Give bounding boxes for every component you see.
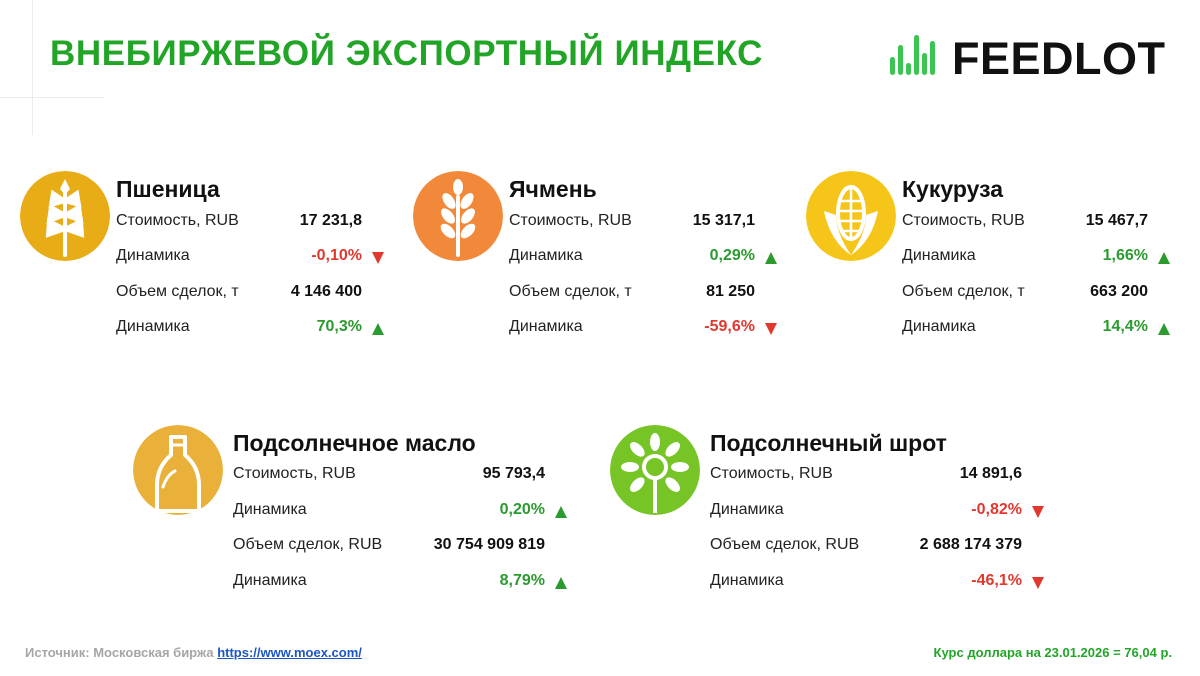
price-change-row: Динамика 0,29% <box>509 247 779 269</box>
product-card-barley: Ячмень Стоимость, RUB 15 317,1 Динамика … <box>413 171 783 341</box>
volume-row: Объем сделок, RUB 30 754 909 819 <box>233 536 569 558</box>
row-label: Динамика <box>509 318 583 335</box>
arrow-up-icon <box>555 577 567 589</box>
price-value: 15 317,1 <box>692 212 755 229</box>
row-label: Динамика <box>233 501 307 518</box>
volume-value: 663 200 <box>1090 283 1148 300</box>
volume-value: 4 146 400 <box>290 283 362 300</box>
volume-change-row: Динамика 14,4% <box>902 318 1172 340</box>
row-label: Динамика <box>116 318 190 335</box>
oil-bottle-icon <box>133 425 223 515</box>
row-label: Стоимость, RUB <box>710 465 833 482</box>
source-link[interactable]: https://www.moex.com/ <box>217 645 362 660</box>
price-row: Стоимость, RUB 95 793,4 <box>233 465 569 487</box>
volume-change-value: -59,6% <box>704 318 755 335</box>
row-label: Объем сделок, т <box>509 283 632 300</box>
product-name: Подсолнечный шрот <box>710 430 947 456</box>
price-change-value: 1,66% <box>1102 247 1148 264</box>
decor-line-vertical <box>32 0 33 135</box>
product-name: Кукуруза <box>902 176 1003 202</box>
product-name: Подсолнечное масло <box>233 430 476 456</box>
row-label: Объем сделок, т <box>902 283 1025 300</box>
arrow-up-icon <box>555 506 567 518</box>
volume-change-value: -46,1% <box>971 572 1022 589</box>
volume-change-row: Динамика 8,79% <box>233 572 569 594</box>
product-card-sunflower-oil: Подсолнечное масло Стоимость, RUB 95 793… <box>133 425 573 595</box>
price-change-value: 0,29% <box>709 247 755 264</box>
barley-icon <box>413 171 503 261</box>
price-row: Стоимость, RUB 15 317,1 <box>509 212 779 234</box>
bars-logo-icon <box>890 35 944 79</box>
feedlot-logo: FEEDLOT <box>890 34 1170 82</box>
product-name: Ячмень <box>509 176 597 202</box>
row-label: Динамика <box>710 501 784 518</box>
volume-row: Объем сделок, т 4 146 400 <box>116 283 386 305</box>
price-change-value: -0,10% <box>311 247 362 264</box>
row-label: Динамика <box>509 247 583 264</box>
product-card-corn: Кукуруза Стоимость, RUB 15 467,7 Динамик… <box>806 171 1176 341</box>
price-change-row: Динамика 0,20% <box>233 501 569 523</box>
price-change-value: -0,82% <box>971 501 1022 518</box>
row-label: Стоимость, RUB <box>233 465 356 482</box>
corn-icon <box>806 171 896 261</box>
price-value: 17 231,8 <box>299 212 362 229</box>
arrow-down-icon <box>765 323 777 335</box>
arrow-up-icon <box>765 252 777 264</box>
volume-value: 81 250 <box>706 283 755 300</box>
row-label: Объем сделок, RUB <box>710 536 860 553</box>
arrow-down-icon <box>1032 577 1044 589</box>
product-card-wheat: Пшеница Стоимость, RUB 17 231,8 Динамика… <box>20 171 390 341</box>
volume-change-value: 14,4% <box>1102 318 1148 335</box>
volume-row: Объем сделок, т 81 250 <box>509 283 779 305</box>
arrow-down-icon <box>1032 506 1044 518</box>
row-label: Динамика <box>710 572 784 589</box>
logo-text: FEEDLOT <box>952 32 1166 84</box>
volume-change-value: 8,79% <box>499 572 545 589</box>
volume-change-value: 70,3% <box>316 318 362 335</box>
product-name: Пшеница <box>116 176 220 202</box>
exchange-rate: Курс доллара на 23.01.2026 = 76,04 р. <box>933 645 1172 660</box>
row-label: Стоимость, RUB <box>902 212 1025 229</box>
volume-value: 30 754 909 819 <box>433 536 545 553</box>
arrow-down-icon <box>372 252 384 264</box>
volume-change-row: Динамика 70,3% <box>116 318 386 340</box>
volume-value: 2 688 174 379 <box>919 536 1022 553</box>
row-label: Динамика <box>902 247 976 264</box>
row-label: Объем сделок, RUB <box>233 536 383 553</box>
source-label: Источник: Московская биржа <box>25 645 214 660</box>
arrow-up-icon <box>1158 323 1170 335</box>
row-label: Динамика <box>233 572 307 589</box>
price-row: Стоимость, RUB 14 891,6 <box>710 465 1046 487</box>
arrow-up-icon <box>1158 252 1170 264</box>
price-row: Стоимость, RUB 15 467,7 <box>902 212 1172 234</box>
row-label: Динамика <box>116 247 190 264</box>
source-footer: Источник: Московская биржа https://www.m… <box>25 645 362 660</box>
row-label: Стоимость, RUB <box>509 212 632 229</box>
page-title: ВНЕБИРЖЕВОЙ ЭКСПОРТНЫЙ ИНДЕКС <box>50 34 764 73</box>
price-value: 95 793,4 <box>482 465 545 482</box>
decor-line-horizontal <box>0 97 104 98</box>
arrow-up-icon <box>372 323 384 335</box>
volume-change-row: Динамика -59,6% <box>509 318 779 340</box>
price-change-row: Динамика 1,66% <box>902 247 1172 269</box>
price-value: 15 467,7 <box>1085 212 1148 229</box>
volume-row: Объем сделок, RUB 2 688 174 379 <box>710 536 1046 558</box>
price-change-value: 0,20% <box>499 501 545 518</box>
wheat-icon <box>20 171 110 261</box>
product-card-sunflower-meal: Подсолнечный шрот Стоимость, RUB 14 891,… <box>610 425 1050 595</box>
price-row: Стоимость, RUB 17 231,8 <box>116 212 386 234</box>
sunflower-icon <box>610 425 700 515</box>
row-label: Динамика <box>902 318 976 335</box>
volume-change-row: Динамика -46,1% <box>710 572 1046 594</box>
price-value: 14 891,6 <box>959 465 1022 482</box>
row-label: Объем сделок, т <box>116 283 239 300</box>
volume-row: Объем сделок, т 663 200 <box>902 283 1172 305</box>
price-change-row: Динамика -0,82% <box>710 501 1046 523</box>
row-label: Стоимость, RUB <box>116 212 239 229</box>
price-change-row: Динамика -0,10% <box>116 247 386 269</box>
